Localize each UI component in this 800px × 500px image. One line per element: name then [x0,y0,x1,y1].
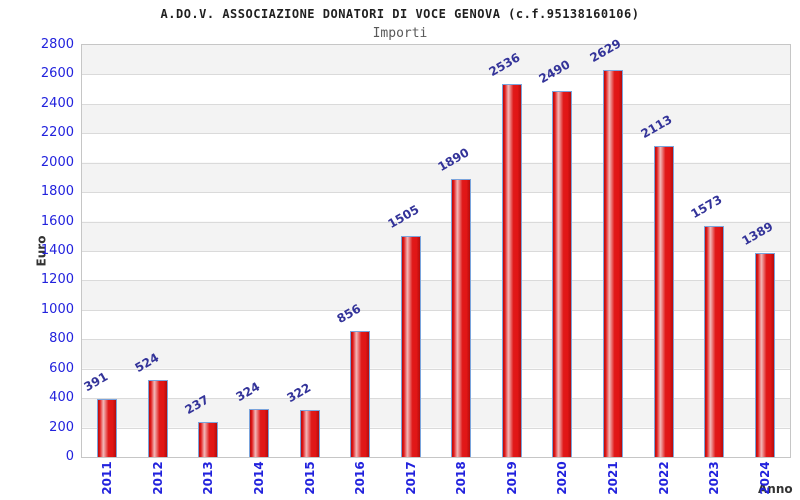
gridline [82,309,790,311]
chart-title: A.DO.V. ASSOCIAZIONE DONATORI DI VOCE GE… [160,7,640,21]
bar-value-label: 1505 [385,201,422,231]
chart-subtitle: Importi [372,26,428,41]
x-tick-label: 2021 [606,461,620,495]
x-tick-label: 2011 [100,461,115,495]
bar [603,70,623,457]
y-tick-label: 400 [49,390,74,406]
bar-value-label: 324 [233,379,263,405]
y-tick-label: 200 [49,419,74,435]
bar-value-label: 856 [334,301,364,327]
bar-value-label: 237 [182,392,212,418]
bar-value-label: 2113 [638,112,674,142]
bar [704,225,725,457]
y-tick-label: 1800 [40,184,74,200]
gridline [82,192,790,194]
y-tick-label: 1400 [40,243,74,258]
bar [350,331,371,457]
gridline [82,339,790,341]
bar-value-label: 2490 [536,56,573,86]
y-tick-label: 2200 [40,125,74,141]
gridline [82,103,790,105]
gridline [82,280,790,282]
gridline [82,133,790,135]
y-tick-label: 1000 [40,301,74,317]
x-tick-label: 2019 [504,461,519,495]
x-tick-label: 2022 [656,461,671,495]
bar [400,235,421,457]
bar [299,409,320,457]
bar [653,146,674,457]
bar-value-label: 1389 [739,218,776,248]
x-tick-label: 2015 [302,461,317,495]
y-tick-label: 2800 [40,37,74,52]
bar-value-label: 1890 [435,145,472,175]
y-tick-label: 2000 [40,154,74,170]
bar [249,409,269,457]
gridline [82,251,790,252]
gridline [82,368,790,370]
bar [451,178,472,457]
bar [552,90,573,457]
x-tick-label: 2018 [454,461,469,495]
y-tick-label: 800 [49,331,74,347]
bar-value-label: 391 [81,369,111,395]
y-tick-label: 600 [49,360,74,376]
bar [754,252,775,457]
x-tick-label: 2012 [150,461,165,495]
x-tick-label: 2017 [403,461,418,495]
bar-value-label: 1573 [688,191,725,221]
bar [198,422,219,457]
gridline [82,398,790,400]
plot-area: 391 524 237 324 322 856 1505 1890 2536 2490 2629 21… [81,36,791,458]
bar-value-label: 524 [132,350,162,376]
gridline [82,162,790,164]
bar [147,379,168,457]
y-tick-label: 2400 [40,95,74,111]
gridline [82,74,790,76]
x-axis-title: Anno [758,482,793,496]
bar [501,83,522,457]
y-tick-label: 1600 [40,213,74,229]
x-tick-label: 2023 [707,461,722,495]
bar-value-label: 322 [284,380,313,405]
gridline [82,427,790,429]
gridline [82,221,790,223]
y-tick-label: 0 [65,449,74,464]
x-tick-label: 2013 [201,461,216,495]
bar [97,399,118,457]
x-tick-label: 2014 [252,461,266,495]
x-tick-label: 2020 [555,461,570,495]
x-tick-label: 2024 [757,461,772,495]
x-tick-label: 2016 [353,461,368,495]
y-tick-label: 1200 [40,272,74,288]
y-tick-label: 2600 [40,66,74,82]
